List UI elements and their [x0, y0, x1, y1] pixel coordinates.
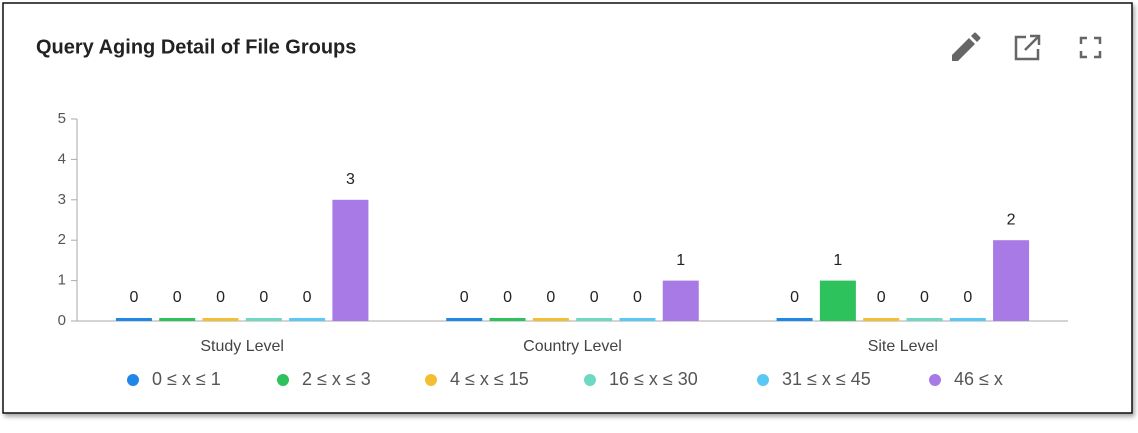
x-tick-label: Site Level	[868, 338, 938, 355]
bar	[115, 318, 152, 321]
value-label: 0	[877, 289, 886, 306]
value-label: 3	[346, 171, 355, 188]
bar	[906, 318, 943, 321]
value-label: 0	[460, 289, 469, 306]
edit-icon[interactable]	[952, 32, 981, 62]
value-label: 0	[303, 289, 312, 306]
y-tick-label: 3	[58, 191, 66, 208]
legend-label[interactable]: 4 ≤ x ≤ 15	[450, 369, 529, 389]
bar	[863, 318, 900, 321]
value-label: 0	[920, 289, 929, 306]
legend-marker	[929, 374, 941, 386]
value-label: 0	[546, 289, 555, 306]
value-label: 0	[633, 289, 642, 306]
bar	[993, 240, 1030, 321]
bar	[159, 318, 196, 321]
value-label: 0	[259, 289, 268, 306]
bar	[202, 318, 239, 321]
value-label: 0	[503, 289, 512, 306]
legend-marker	[757, 374, 769, 386]
value-label: 1	[676, 252, 685, 269]
bar	[949, 318, 986, 321]
legend-label[interactable]: 2 ≤ x ≤ 3	[302, 369, 371, 389]
value-label: 2	[1007, 211, 1016, 228]
y-tick-label: 5	[58, 110, 66, 127]
chart-title: Query Aging Detail of File Groups	[36, 36, 356, 58]
x-tick-label: Study Level	[200, 338, 284, 355]
bar	[289, 318, 326, 321]
bar	[446, 318, 483, 321]
bar	[776, 318, 813, 321]
legend-label[interactable]: 46 ≤ x	[954, 369, 1003, 389]
legend-marker	[127, 374, 139, 386]
value-label: 0	[790, 289, 799, 306]
bar	[662, 280, 699, 321]
legend-label[interactable]: 31 ≤ x ≤ 45	[782, 369, 871, 389]
x-tick-label: Country Level	[523, 338, 622, 355]
fullscreen-icon[interactable]	[1079, 36, 1102, 59]
value-label: 0	[963, 289, 972, 306]
legend-marker	[584, 374, 596, 386]
value-label: 0	[173, 289, 182, 306]
bar	[819, 280, 856, 321]
bar	[489, 318, 526, 321]
value-label: 0	[129, 289, 138, 306]
card	[2, 2, 1133, 414]
value-label: 0	[216, 289, 225, 306]
bar	[332, 199, 369, 321]
value-label: 0	[590, 289, 599, 306]
y-tick-label: 4	[58, 150, 66, 167]
bar	[619, 318, 656, 321]
value-label: 1	[833, 252, 842, 269]
y-tick-label: 1	[58, 272, 66, 289]
bar	[245, 318, 282, 321]
legend-label[interactable]: 0 ≤ x ≤ 1	[152, 369, 221, 389]
legend-marker	[277, 374, 289, 386]
y-tick-label: 2	[58, 231, 66, 248]
open-icon[interactable]	[1014, 34, 1041, 61]
legend-label[interactable]: 16 ≤ x ≤ 30	[609, 369, 698, 389]
bar	[532, 318, 569, 321]
y-tick-label: 0	[58, 312, 66, 329]
legend-marker	[425, 374, 437, 386]
bar	[576, 318, 613, 321]
